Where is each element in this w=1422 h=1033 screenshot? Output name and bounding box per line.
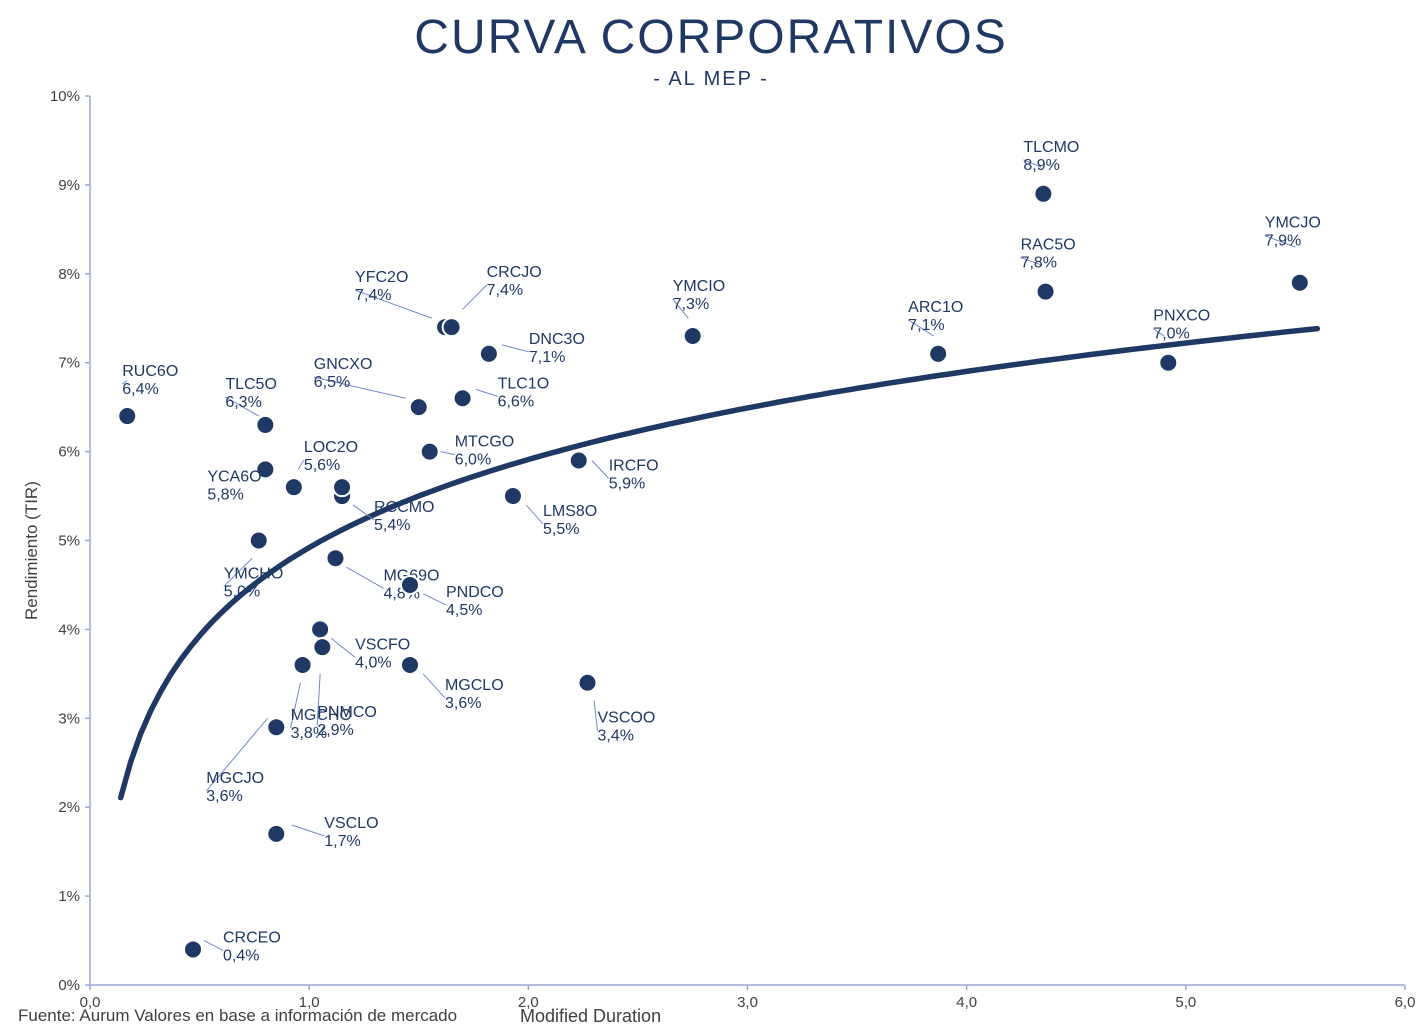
leader-line: [331, 638, 355, 657]
y-tick-label: 3%: [58, 710, 80, 727]
data-point: [267, 718, 285, 736]
data-point: [184, 940, 202, 958]
leader-line: [502, 345, 529, 352]
data-point: [504, 487, 522, 505]
data-point: [267, 825, 285, 843]
data-point: [326, 549, 344, 567]
point-label: TLC1O6,6%: [498, 375, 550, 410]
point-label: RCCMO5,4%: [374, 499, 434, 534]
data-point: [401, 656, 419, 674]
leader-line: [526, 505, 543, 524]
point-label: YFC2O7,4%: [355, 269, 408, 304]
data-point: [118, 407, 136, 425]
point-label: YCA6O5,8%: [207, 468, 261, 503]
point-label: PNMCO2,9%: [317, 704, 377, 739]
x-tick-label: 2,0: [518, 994, 539, 1011]
point-label: MGCLO3,6%: [445, 677, 504, 712]
data-point: [1037, 283, 1055, 301]
point-label: TLCMO8,9%: [1023, 139, 1079, 174]
data-point: [1159, 354, 1177, 372]
y-tick-label: 5%: [58, 533, 80, 550]
y-tick-label: 6%: [58, 444, 80, 461]
leader-line: [592, 460, 609, 478]
point-label: RUC6O6,4%: [122, 363, 178, 398]
point-label: CRCJO7,4%: [487, 264, 542, 299]
data-point: [421, 443, 439, 461]
chart-plot: 0% 1% 2% 3% 4% 5% 6% 7% 8% 9% 10% 0,0 1,0 2,0 3,0 4,0 5,…: [0, 0, 1422, 1033]
y-tick-label: 7%: [58, 355, 80, 372]
x-tick-label: 6,0: [1395, 994, 1416, 1011]
data-point: [410, 398, 428, 416]
point-label: ARC1O7,1%: [908, 299, 963, 334]
data-point: [256, 416, 274, 434]
point-label: VSCOO3,4%: [598, 710, 656, 745]
chart-container: CURVA CORPORATIVOS - AL MEP - Rendimient…: [0, 0, 1422, 1033]
data-point: [401, 576, 419, 594]
point-label: RAC5O7,8%: [1021, 237, 1076, 272]
point-label: VSCLO1,7%: [324, 815, 378, 850]
point-label: GNCXO6,5%: [314, 356, 373, 391]
leader-line: [423, 594, 446, 605]
data-point: [313, 638, 331, 656]
point-label: IRCFO5,9%: [609, 457, 659, 492]
y-tick-label: 4%: [58, 621, 80, 638]
point-label: YMCHO5,0%: [224, 566, 284, 601]
data-point: [570, 451, 588, 469]
leader-line: [476, 389, 498, 396]
point-label: PNXCO7,0%: [1153, 308, 1210, 343]
leader-line: [346, 567, 383, 588]
data-point: [311, 620, 329, 638]
leader-line: [463, 285, 487, 309]
data-point: [443, 318, 461, 336]
point-label: PNDCO4,5%: [446, 584, 504, 619]
y-tick-label: 0%: [58, 977, 80, 994]
data-point: [684, 327, 702, 345]
y-tick-label: 8%: [58, 266, 80, 283]
leader-line: [441, 452, 455, 455]
point-label: MGCJO3,6%: [206, 770, 264, 805]
point-label: YMCIO7,3%: [673, 278, 725, 313]
x-tick-label: 5,0: [1175, 994, 1196, 1011]
point-label: CRCEO0,4%: [223, 929, 281, 964]
point-label: LMS8O5,5%: [543, 503, 597, 538]
x-tick-label: 4,0: [956, 994, 977, 1011]
leader-line: [423, 674, 445, 698]
leader-line: [204, 941, 223, 951]
point-label: LOC2O5,6%: [304, 439, 358, 474]
data-point: [929, 345, 947, 363]
data-point: [333, 478, 351, 496]
y-tick-label: 10%: [50, 88, 80, 105]
data-point: [285, 478, 303, 496]
x-tick-label: 3,0: [737, 994, 758, 1011]
y-tick-label: 2%: [58, 799, 80, 816]
y-tick-label: 1%: [58, 888, 80, 905]
data-point: [454, 389, 472, 407]
x-tick-label: 1,0: [299, 994, 320, 1011]
x-tick-label: 0,0: [80, 994, 101, 1011]
leader-line: [292, 825, 325, 836]
data-point: [250, 532, 268, 550]
point-label: DNC3O7,1%: [529, 331, 585, 366]
point-label: YMCJO7,9%: [1265, 215, 1321, 250]
point-label: MTCGO6,0%: [455, 434, 515, 469]
data-point: [579, 674, 597, 692]
data-point: [294, 656, 312, 674]
data-point: [1291, 274, 1309, 292]
data-point: [1034, 185, 1052, 203]
y-tick-label: 9%: [58, 177, 80, 194]
data-point: [480, 345, 498, 363]
point-label: TLC5O6,3%: [225, 376, 277, 411]
